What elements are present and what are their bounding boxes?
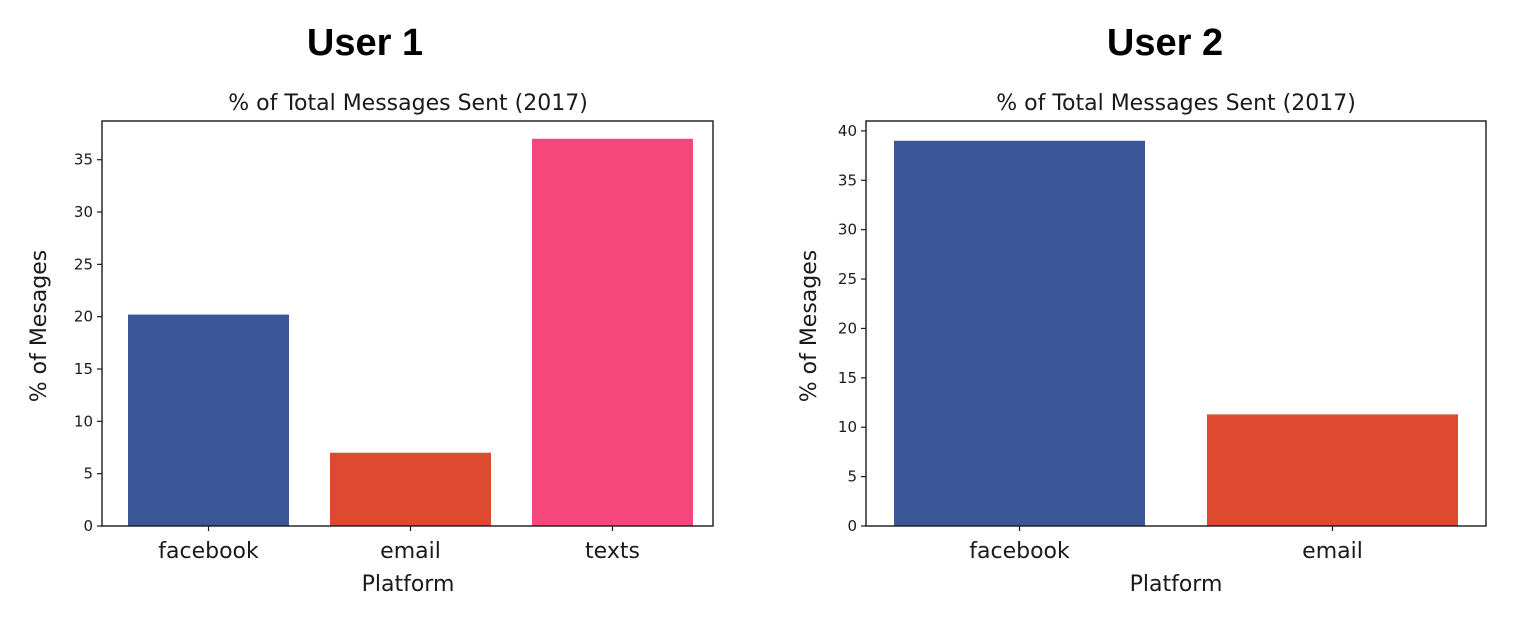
bar-texts: [532, 138, 693, 526]
y-tick-label: 5: [83, 465, 93, 483]
user-2-header: User 2: [1106, 22, 1224, 64]
bar-facebook: [128, 314, 289, 526]
y-tick-label: 15: [74, 360, 93, 378]
y-tick-label: 20: [838, 319, 857, 337]
plot-frame: [865, 120, 1487, 527]
bar-email: [1207, 414, 1458, 526]
y-tick-label: 10: [74, 412, 93, 430]
bar-email: [330, 452, 491, 526]
y-axis-label: % of Mesages: [27, 250, 52, 403]
y-tick-label: 25: [74, 255, 93, 273]
y-tick-label: 5: [847, 468, 857, 486]
y-tick-label: 35: [74, 151, 93, 169]
user-2-panel: User 2 % of Total Messages Sent (2017) fa…: [762, 0, 1524, 627]
x-tick-label: email: [380, 539, 441, 564]
y-axis-label: % of Mesages: [797, 250, 822, 403]
x-tick-label: texts: [585, 539, 640, 564]
y-tick-label: 0: [847, 517, 857, 535]
y-tick-label: 15: [838, 369, 857, 387]
y-tick-label: 10: [838, 418, 857, 436]
y-tick-label: 30: [74, 203, 93, 221]
y-tick-label: 35: [838, 171, 857, 189]
x-axis-label: Platform: [1130, 572, 1223, 597]
y-tick-label: 25: [838, 270, 857, 288]
user-1-header: User 1: [306, 22, 424, 64]
x-tick-label: facebook: [158, 539, 259, 564]
y-tick-label: 40: [838, 122, 857, 140]
x-tick-label: facebook: [969, 539, 1070, 564]
x-axis-label: Platform: [362, 572, 455, 597]
chart-title: % of Total Messages Sent (2017): [996, 91, 1356, 116]
user-1-panel: User 1 % of Total Messages Sent (2017) fa…: [0, 0, 762, 627]
x-tick-label: email: [1302, 539, 1363, 564]
user-2-bar-chart: % of Total Messages Sent (2017) facebook e…: [797, 91, 1487, 597]
chart-title: % of Total Messages Sent (2017): [228, 91, 588, 116]
y-tick-label: 30: [838, 221, 857, 239]
y-tick-label: 20: [74, 308, 93, 326]
user-1-bar-chart: % of Total Messages Sent (2017) facebook e…: [27, 91, 714, 597]
bar-facebook: [894, 140, 1145, 526]
plot-frame: [101, 120, 714, 527]
y-tick-label: 0: [83, 517, 93, 535]
